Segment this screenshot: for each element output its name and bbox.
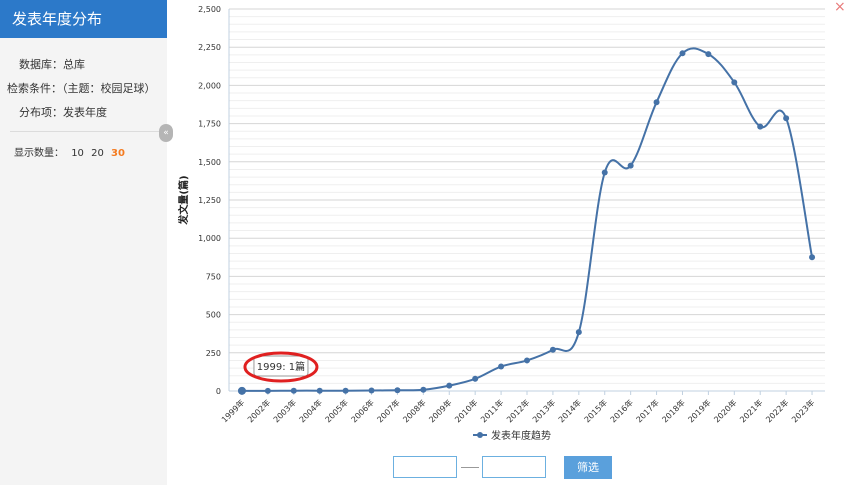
x-tick-label: 2005年 [323, 397, 350, 424]
data-point [290, 387, 297, 394]
close-icon[interactable]: × [834, 0, 846, 15]
data-point [264, 387, 271, 394]
range-from-input[interactable] [393, 456, 457, 478]
highlight-circle [243, 351, 319, 383]
display-count: 显示数量： 10 20 30 [14, 144, 129, 159]
distribution-label: 分布项：发表年度 [19, 106, 107, 119]
sidebar-title: 发表年度分布 [0, 0, 167, 38]
data-point [420, 386, 427, 393]
y-tick-label: 1,000 [198, 234, 221, 243]
y-tick-label: 0 [216, 387, 221, 396]
x-tick-label: 2019年 [686, 397, 713, 424]
legend-marker [477, 432, 483, 438]
y-tick-label: 2,000 [198, 81, 221, 90]
data-point [394, 387, 401, 394]
x-tick-label: 2012年 [504, 397, 531, 424]
data-point [316, 387, 323, 394]
data-point [653, 99, 660, 106]
x-tick-label: 2006年 [349, 397, 376, 424]
data-point [498, 363, 505, 370]
range-separator [461, 467, 479, 468]
x-tick-label: 2016年 [608, 397, 635, 424]
y-tick-label: 1,500 [198, 158, 221, 167]
x-tick-label: 2010年 [452, 397, 479, 424]
data-point [368, 387, 375, 394]
y-tick-label: 2,250 [198, 43, 221, 52]
count-option-30[interactable]: 30 [111, 148, 125, 159]
data-point [783, 115, 790, 122]
y-tick-label: 500 [206, 311, 221, 320]
y-tick-label: 1,250 [198, 196, 221, 205]
data-point [679, 50, 686, 57]
x-tick-label: 2002年 [245, 397, 272, 424]
x-tick-label: 2014年 [556, 397, 583, 424]
y-axis-label: 发文量(篇) [177, 175, 190, 225]
sidebar: 发表年度分布 数据库：总库 检索条件：（主题：校园足球） 分布项：发表年度 显示… [0, 0, 167, 485]
y-tick-label: 1,750 [198, 120, 221, 129]
x-tick-label: 2021年 [738, 397, 765, 424]
x-tick-label: 2022年 [763, 397, 790, 424]
y-tick-label: 2,500 [198, 5, 221, 14]
x-tick-label: 2018年 [660, 397, 687, 424]
x-tick-label: 2007年 [375, 397, 402, 424]
x-tick-label: 2013年 [530, 397, 557, 424]
data-point [549, 346, 556, 353]
series-line [241, 47, 814, 392]
x-tick-label: 2020年 [712, 397, 739, 424]
count-option-10[interactable]: 10 [71, 148, 84, 159]
display-count-label: 显示数量： [14, 148, 64, 159]
x-tick-label: 2015年 [582, 397, 609, 424]
x-tick-label: 2008年 [401, 397, 428, 424]
data-point [524, 357, 530, 364]
filter-button[interactable]: 筛选 [564, 456, 612, 479]
x-tick-label: 2017年 [634, 397, 661, 424]
sidebar-divider [10, 131, 160, 132]
collapse-sidebar-icon[interactable]: « [159, 124, 173, 142]
data-point [731, 79, 738, 86]
x-tick-label: 2003年 [271, 397, 298, 424]
data-point [705, 51, 712, 58]
x-tick-label: 2004年 [297, 397, 324, 424]
data-point [757, 123, 764, 130]
tooltip-box [253, 355, 309, 377]
data-point [342, 387, 349, 394]
count-option-20[interactable]: 20 [91, 148, 104, 159]
range-to-input[interactable] [482, 456, 546, 478]
x-tick-label: 2011年 [478, 397, 505, 424]
data-point [237, 386, 246, 395]
data-point [446, 382, 453, 389]
tooltip-text: 1999: 1篇 [257, 360, 305, 373]
x-tick-label: 1999年 [219, 397, 246, 424]
legend-label: 发表年度趋势 [491, 429, 551, 442]
database-label: 数据库：总库 [19, 58, 85, 71]
y-tick-label: 750 [206, 272, 221, 281]
data-point [627, 162, 634, 169]
x-tick-label: 2009年 [427, 397, 454, 424]
data-point [809, 254, 816, 261]
x-tick-label: 2023年 [789, 397, 816, 424]
data-point [575, 329, 582, 336]
data-point [472, 375, 479, 382]
data-point [601, 169, 608, 176]
search-condition-label: 检索条件：（主题：校园足球） [7, 82, 156, 95]
y-tick-label: 250 [206, 349, 221, 358]
line-chart: 0 250 500 750 1,000 1,250 1,500 1,750 2,000 2,250… [177, 5, 825, 442]
